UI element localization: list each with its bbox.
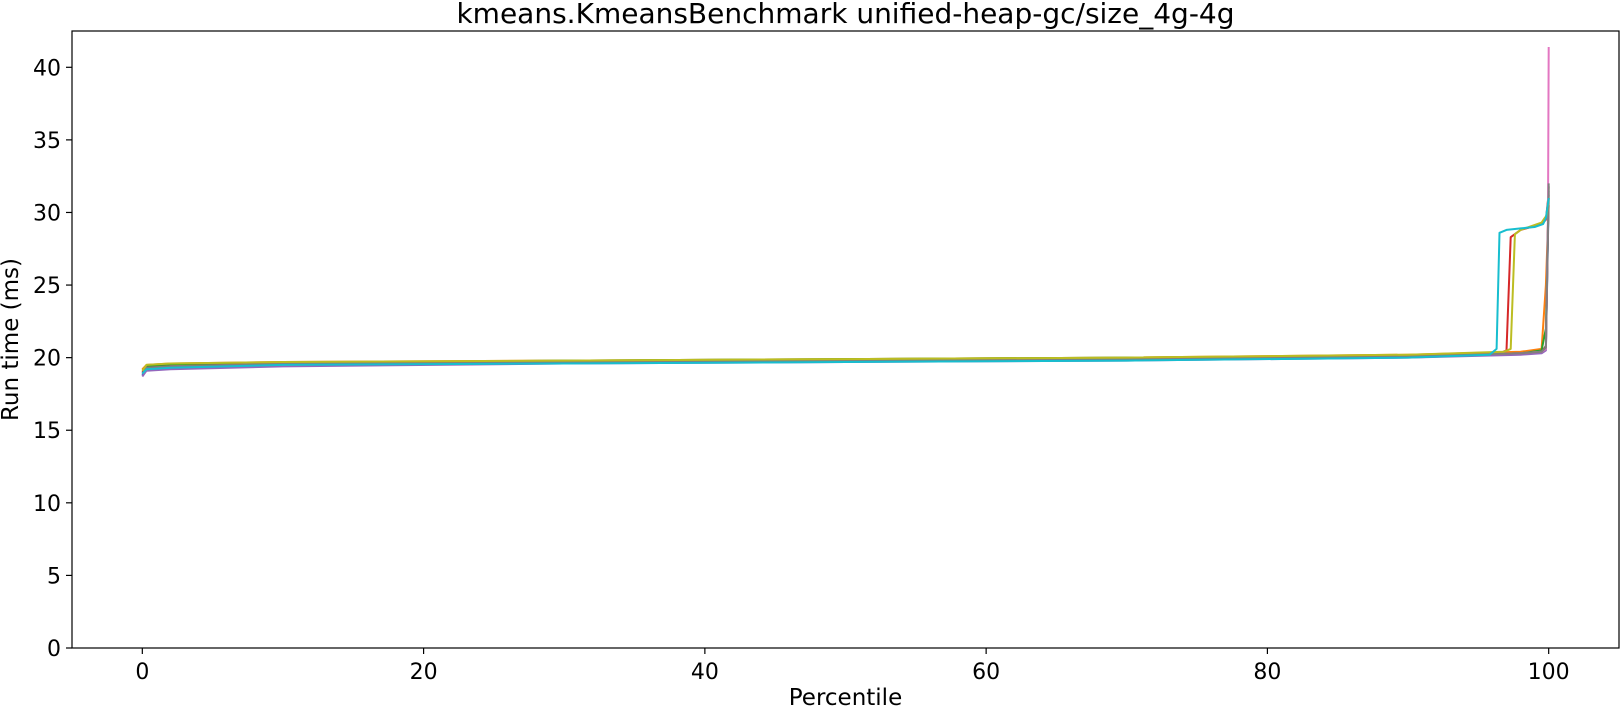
x-tick-label: 20 (410, 660, 438, 685)
series-line-5 (141, 186, 1550, 375)
x-tick-label: 0 (135, 660, 149, 685)
x-tick-label: 100 (1528, 660, 1570, 685)
x-axis-label: Percentile (789, 685, 902, 710)
series-line-2 (141, 194, 1550, 372)
plot-frame (71, 30, 1620, 649)
x-tick-label: 40 (691, 660, 719, 685)
y-tick-label: 15 (33, 419, 61, 444)
y-tick-label: 30 (33, 201, 61, 226)
y-tick-label: 40 (33, 56, 61, 81)
series-line-8 (141, 197, 1550, 372)
y-axis-label: Run time (ms) (0, 258, 24, 421)
x-axis: 0 20 40 60 80 100 (135, 648, 1570, 685)
x-tick-label: 60 (972, 660, 1000, 685)
series-line-9 (141, 197, 1550, 375)
series-line-1 (141, 205, 1550, 370)
series-line-7 (141, 183, 1550, 375)
series-line-6 (141, 46, 1550, 375)
y-tick-label: 20 (33, 347, 61, 372)
chart-title: kmeans.KmeansBenchmark unified-heap-gc/s… (456, 0, 1234, 30)
x-tick-label: 80 (1253, 660, 1281, 685)
y-tick-label: 25 (33, 274, 61, 299)
y-tick-label: 5 (47, 564, 61, 589)
series-layer (141, 46, 1550, 378)
y-tick-label: 10 (33, 492, 61, 517)
series-line-3 (141, 193, 1550, 373)
series-line-0 (141, 197, 1550, 376)
y-tick-label: 35 (33, 129, 61, 154)
series-line-4 (141, 190, 1550, 378)
y-tick-label: 0 (47, 637, 61, 662)
y-axis: 0 5 10 15 20 25 30 35 40 (33, 56, 72, 662)
